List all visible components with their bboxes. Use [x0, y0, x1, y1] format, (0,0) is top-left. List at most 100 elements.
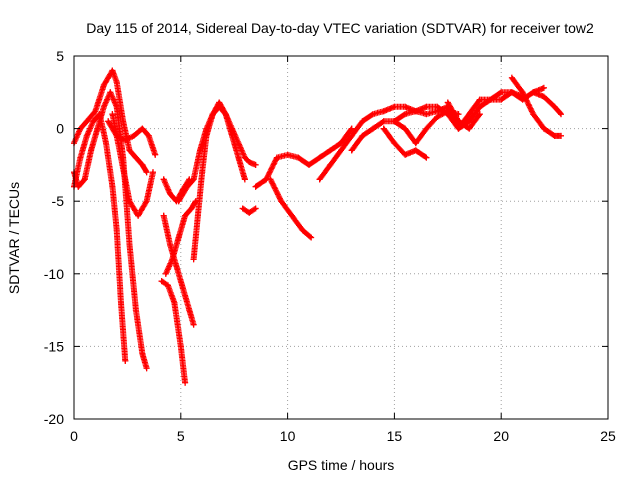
series-arc-9	[162, 198, 199, 277]
data-point	[184, 183, 191, 190]
data-point	[190, 256, 197, 263]
series-arc-13	[252, 125, 355, 190]
data-point	[412, 147, 419, 154]
data-point	[338, 147, 344, 154]
data-point	[135, 212, 142, 219]
data-point	[278, 198, 285, 205]
series-arc-11	[190, 103, 259, 263]
data-point	[402, 103, 409, 110]
data-point	[551, 132, 558, 139]
data-point	[165, 282, 171, 289]
data-point	[177, 343, 184, 350]
x-tick-label: 25	[600, 428, 616, 444]
data-point	[109, 67, 116, 74]
data-point	[476, 96, 483, 103]
data-point	[120, 118, 127, 125]
data-point	[103, 140, 109, 147]
data-point	[540, 84, 547, 91]
y-tick-label: -20	[44, 411, 64, 427]
data-point	[284, 151, 291, 158]
data-point	[88, 147, 95, 154]
data-point	[338, 140, 344, 147]
data-point	[194, 212, 201, 219]
data-point	[540, 93, 547, 100]
data-point	[551, 103, 558, 110]
data-point	[83, 118, 90, 125]
data-point	[100, 82, 107, 88]
data-point	[167, 190, 174, 197]
data-point	[558, 132, 564, 139]
data-point	[77, 154, 84, 161]
data-point	[216, 103, 223, 110]
series-arc-14	[267, 176, 315, 241]
data-point	[239, 205, 246, 212]
data-point	[252, 183, 259, 190]
data-point	[81, 176, 88, 183]
y-tick-label: -5	[52, 193, 65, 209]
data-point	[391, 140, 398, 147]
data-point	[530, 111, 537, 118]
data-point	[175, 198, 182, 205]
data-point	[370, 125, 376, 132]
data-point	[327, 161, 334, 168]
data-point	[139, 161, 146, 168]
data-point	[348, 125, 355, 132]
series-arc-5	[109, 111, 156, 219]
data-point	[466, 125, 473, 132]
data-point	[94, 125, 101, 132]
data-point	[267, 176, 274, 183]
data-point	[203, 132, 210, 139]
data-point	[143, 365, 150, 372]
data-point	[107, 89, 114, 96]
data-point	[130, 132, 137, 139]
data-point	[380, 108, 387, 115]
data-point	[273, 154, 280, 161]
data-point	[139, 125, 146, 132]
data-point	[508, 89, 515, 96]
data-point	[113, 227, 120, 234]
data-point	[229, 125, 236, 132]
x-tick-label: 15	[387, 428, 403, 444]
data-point	[171, 299, 178, 306]
data-point	[167, 241, 174, 248]
data-point	[126, 147, 133, 154]
data-point	[391, 103, 398, 110]
data-point	[423, 111, 430, 118]
data-point	[412, 140, 419, 147]
series-arc-20	[508, 74, 564, 139]
data-point	[105, 118, 112, 125]
series-arc-19	[444, 99, 483, 132]
data-point	[252, 205, 259, 212]
data-point	[348, 132, 355, 139]
data-point	[132, 307, 139, 314]
y-tick-label: 0	[56, 121, 64, 137]
data-point	[162, 270, 169, 277]
x-tick-label: 10	[280, 428, 296, 444]
data-point	[190, 321, 197, 328]
data-point	[558, 111, 564, 118]
data-point	[241, 154, 248, 161]
data-point	[487, 96, 494, 103]
data-point	[143, 198, 150, 205]
data-point	[150, 169, 156, 176]
data-point	[402, 125, 409, 132]
data-point	[118, 154, 124, 161]
data-point	[498, 89, 505, 96]
data-point	[186, 307, 193, 314]
data-point	[519, 89, 526, 96]
data-point	[434, 108, 441, 115]
data-point	[306, 161, 312, 168]
series-arc-8	[158, 278, 189, 386]
data-point	[132, 154, 139, 161]
data-point	[423, 103, 430, 110]
data-point	[423, 125, 430, 132]
data-point	[508, 74, 515, 81]
grid-lines	[74, 56, 608, 419]
data-point	[173, 263, 180, 270]
data-point	[295, 154, 302, 161]
data-point	[175, 234, 182, 241]
data-point	[199, 169, 206, 176]
data-point	[540, 125, 547, 132]
data-point	[359, 118, 366, 125]
